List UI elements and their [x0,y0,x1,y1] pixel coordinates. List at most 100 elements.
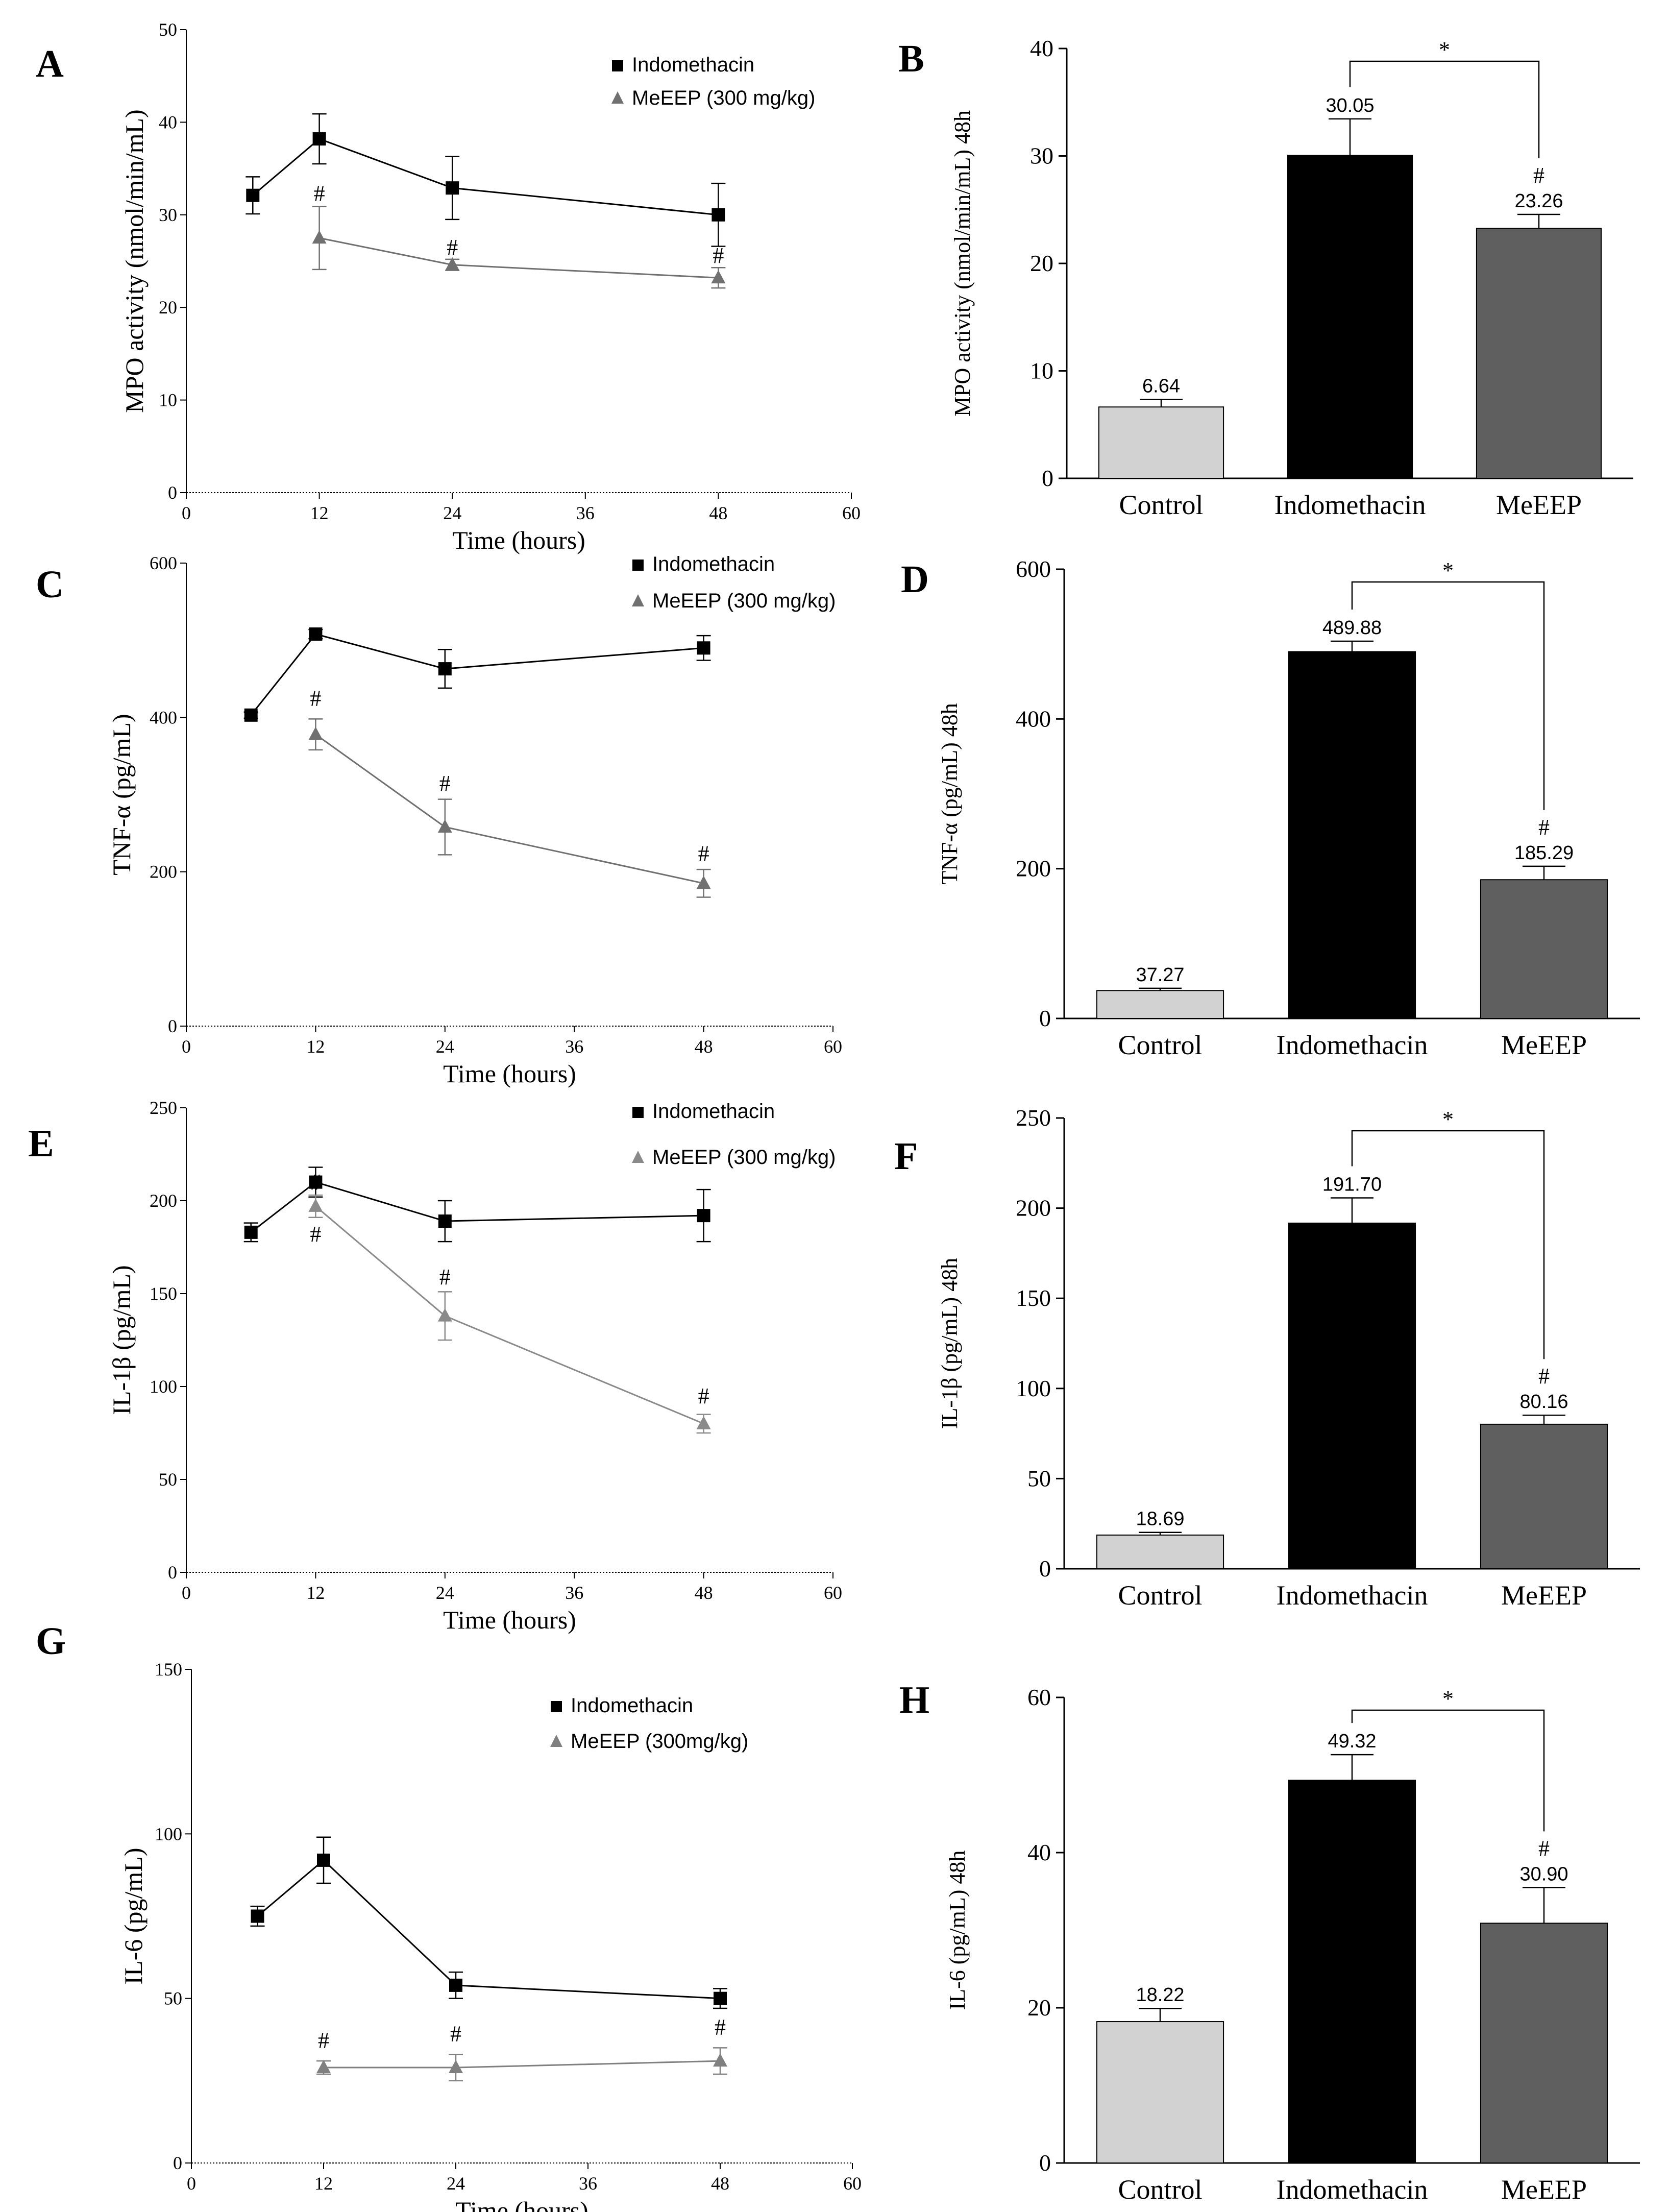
panel-label: F [894,1135,918,1178]
significance-hash: # [310,686,321,711]
significance-star: * [1442,1107,1454,1132]
y-tick-label: 0 [1039,1555,1051,1582]
series-line [319,237,719,279]
y-tick-label: 600 [150,553,177,573]
legend-label: MeEEP (300 mg/kg) [652,590,836,612]
bar [1287,155,1413,479]
y-tick-label: 20 [1027,1995,1051,2021]
data-point-square [251,1909,264,1923]
significance-hash: # [439,1265,451,1290]
panel-g: G 0 50 100 150 0 12 24 36 48 60 Time (hours) IL-6 (p… [36,1620,862,2212]
legend-label: Indomethacin [652,553,775,575]
category-label: Indomethacin [1274,490,1426,520]
x-tick-label: 48 [695,1036,713,1057]
data-point-square [309,1175,323,1189]
y-axis-title: TNF-α (pg/mL) 48h [937,703,962,884]
y-tick-label: 10 [159,390,177,410]
data-point-triangle [713,2053,727,2067]
x-axis-title: Time (hours) [455,2196,588,2212]
value-label: 30.05 [1326,95,1374,116]
significance-star: * [1442,558,1454,583]
category-label: Control [1119,490,1203,520]
series-indomethacin: Indomethacin [250,1694,727,2009]
y-tick-label: 100 [1016,1375,1051,1401]
x-tick-label: 0 [182,503,191,523]
series-line [252,138,719,216]
legend-marker-square [551,1701,562,1712]
category-label: Indomethacin [1277,1580,1428,1611]
significance-hash: # [1538,1836,1550,1861]
data-point-triangle [308,726,323,740]
bar-control: 37.27 Control [1096,964,1224,1060]
x-tick-label: 0 [182,1036,191,1057]
panel-label: D [901,558,929,601]
y-tick-label: 50 [1027,1465,1051,1491]
significance-hash: # [314,181,325,206]
data-point-triangle [437,1308,452,1322]
bar [1288,1222,1416,1569]
category-label: MeEEP [1501,2174,1587,2205]
value-label: 18.22 [1136,1984,1184,2006]
x-tick-label: 12 [306,1583,325,1603]
significance-bracket: * [1351,558,1545,810]
significance-hash: # [1533,163,1544,188]
x-tick-label: 0 [182,1583,191,1603]
value-label: 6.64 [1142,375,1180,397]
x-tick-label: 60 [824,1583,842,1603]
series-line [324,2060,721,2069]
series-line [315,1205,704,1425]
y-tick-label: 400 [1016,706,1051,732]
legend-label: Indomethacin [632,54,754,76]
x-tick-label: 60 [843,2173,862,2194]
significance-star: * [1439,37,1450,62]
y-tick-label: 30 [159,205,177,225]
y-tick-label: 40 [1027,1839,1051,1865]
x-tick-label: 36 [576,503,595,523]
panel-label: A [36,42,64,85]
y-axis-title: TNF-α (pg/mL) [107,714,136,875]
data-point-triangle [308,1198,323,1212]
x-tick-label: 24 [436,1583,454,1603]
legend-label: MeEEP (300 mg/kg) [632,87,815,109]
category-label: Control [1118,2174,1202,2205]
significance-hash: # [310,1222,321,1247]
data-point-square [446,181,459,195]
significance-hash: # [715,2015,726,2040]
legend-marker-square [612,60,623,71]
bar-meeep: 30.90 MeEEP # [1480,1836,1608,2205]
legend-marker-triangle [632,594,644,606]
panel-f: F 0 50 100 150 200 250 IL-1β (pg/mL) 48h 18.69 Co… [894,1105,1640,1611]
x-axis-title: Time (hours) [452,526,585,554]
bar [1480,1923,1608,2164]
series-meeep: MeEEP (300 mg/kg) [312,87,815,289]
panel-h: H 0 20 40 60 IL-6 (pg/mL) 48h 18.22 Control 49.3… [899,1679,1640,2205]
x-tick-label: 60 [824,1036,842,1057]
data-point-triangle [316,2060,331,2074]
bar-indomethacin: 49.32 Indomethacin [1277,1731,1428,2205]
significance-hash: # [450,2021,461,2046]
data-point-square [312,132,326,146]
value-label: 37.27 [1136,964,1184,986]
significance-hash: # [698,1383,709,1408]
data-point-square [246,188,260,202]
bracket-line [1349,60,1540,159]
y-tick-label: 50 [159,19,177,40]
x-tick-label: 60 [842,503,861,523]
value-label: 489.88 [1322,617,1382,639]
y-tick-label: 10 [1030,358,1053,384]
bar [1288,1780,1416,2164]
data-point-square [438,662,452,676]
data-point-square [697,1209,710,1223]
value-label: 49.32 [1328,1731,1376,1752]
category-label: Control [1118,1580,1202,1611]
y-tick-label: 0 [173,2153,182,2173]
bar-control: 18.69 Control [1096,1509,1224,1611]
panel-d: D 0 200 400 600 TNF-α (pg/mL) 48h 37.27 Control… [901,556,1640,1060]
bar-meeep: 185.29 MeEEP # [1480,815,1608,1060]
legend-label: MeEEP (300 mg/kg) [652,1146,836,1169]
y-tick-label: 0 [168,1562,177,1583]
y-axis-title: IL-1β (pg/mL) [107,1265,136,1415]
panel-e: E 0 50 100 150 200 250 0 12 24 36 48 60 Time (hours) I… [28,1098,842,1634]
panel-b: B 0 10 20 30 40 MPO activity (nmol/min/mL) 48h… [898,35,1633,520]
y-tick-label: 100 [155,1824,182,1844]
